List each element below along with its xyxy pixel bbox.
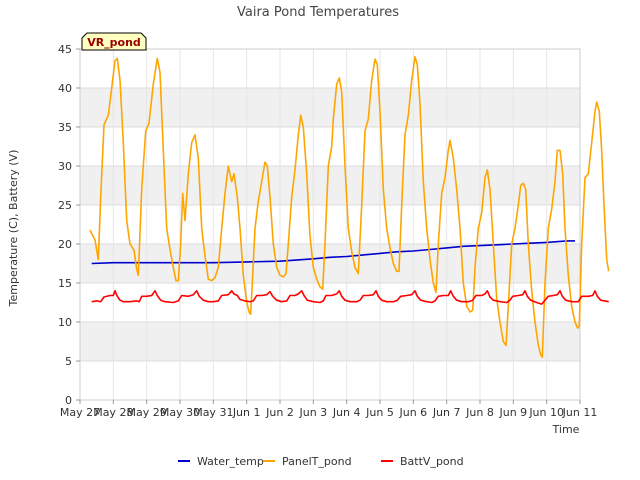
y-tick-label: 45: [58, 43, 72, 56]
x-tick-label: May 30: [160, 406, 200, 419]
x-tick-label: Jun 8: [465, 406, 494, 419]
plot-band: [80, 205, 580, 244]
series-line-water-temp: [91, 240, 575, 265]
plot-band: [80, 88, 580, 127]
x-tick-label: Jun 3: [298, 406, 327, 419]
x-tick-label: May 28: [93, 406, 133, 419]
plot-band: [80, 49, 580, 88]
plot-band: [80, 322, 580, 361]
x-tick-label: May 27: [60, 406, 100, 419]
legend-panelt-pond-label: PanelT_pond: [282, 455, 352, 468]
y-tick-label: 0: [65, 394, 72, 407]
y-tick-label: 10: [58, 316, 72, 329]
x-tick-label: May 29: [127, 406, 167, 419]
x-tick-label: Jun 7: [432, 406, 461, 419]
plot-band: [80, 166, 580, 205]
station-badge-box: [81, 32, 147, 51]
y-tick-label: 25: [58, 199, 72, 212]
x-tick-label: Jun 9: [498, 406, 527, 419]
x-tick-label: May 31: [193, 406, 233, 419]
series-line-panelt-pond: [89, 55, 610, 358]
x-tick-label: Jun 10: [528, 406, 564, 419]
x-tick-label: Jun 1: [232, 406, 261, 419]
x-tick-label: Jun 4: [332, 406, 361, 419]
y-tick-label: 15: [58, 277, 72, 290]
x-tick-label: Jun 5: [365, 406, 394, 419]
legend-water-temp-label: Water_temp: [197, 455, 264, 468]
y-axis: 0 5 10 15 20 25 30 35 40 45: [58, 43, 80, 407]
series-line-battv-pond: [91, 289, 609, 305]
x-tick-label: Jun 2: [265, 406, 294, 419]
station-badge: VR_pond: [81, 32, 147, 51]
y-tick-label: 35: [58, 121, 72, 134]
x-tick-label: Jun 11: [562, 406, 598, 419]
y-tick-label: 20: [58, 238, 72, 251]
legend-battv-pond-label: BattV_pond: [400, 455, 464, 468]
series-lines: [89, 55, 610, 358]
x-axis-label: Time: [552, 423, 580, 436]
y-axis-label: Temperature (C), Battery (V): [7, 150, 20, 308]
y-tick-label: 30: [58, 160, 72, 173]
y-tick-label: 40: [58, 82, 72, 95]
x-tick-label: Jun 6: [398, 406, 427, 419]
station-badge-label: VR_pond: [87, 36, 141, 49]
plot-background: [80, 49, 580, 400]
plot-band: [80, 361, 580, 400]
plot-frame: [79, 48, 581, 401]
legend: Water_temp PanelT_pond BattV_pond: [178, 455, 464, 468]
y-tick-label: 5: [65, 355, 72, 368]
chart-title: Vaira Pond Temperatures: [237, 5, 399, 20]
